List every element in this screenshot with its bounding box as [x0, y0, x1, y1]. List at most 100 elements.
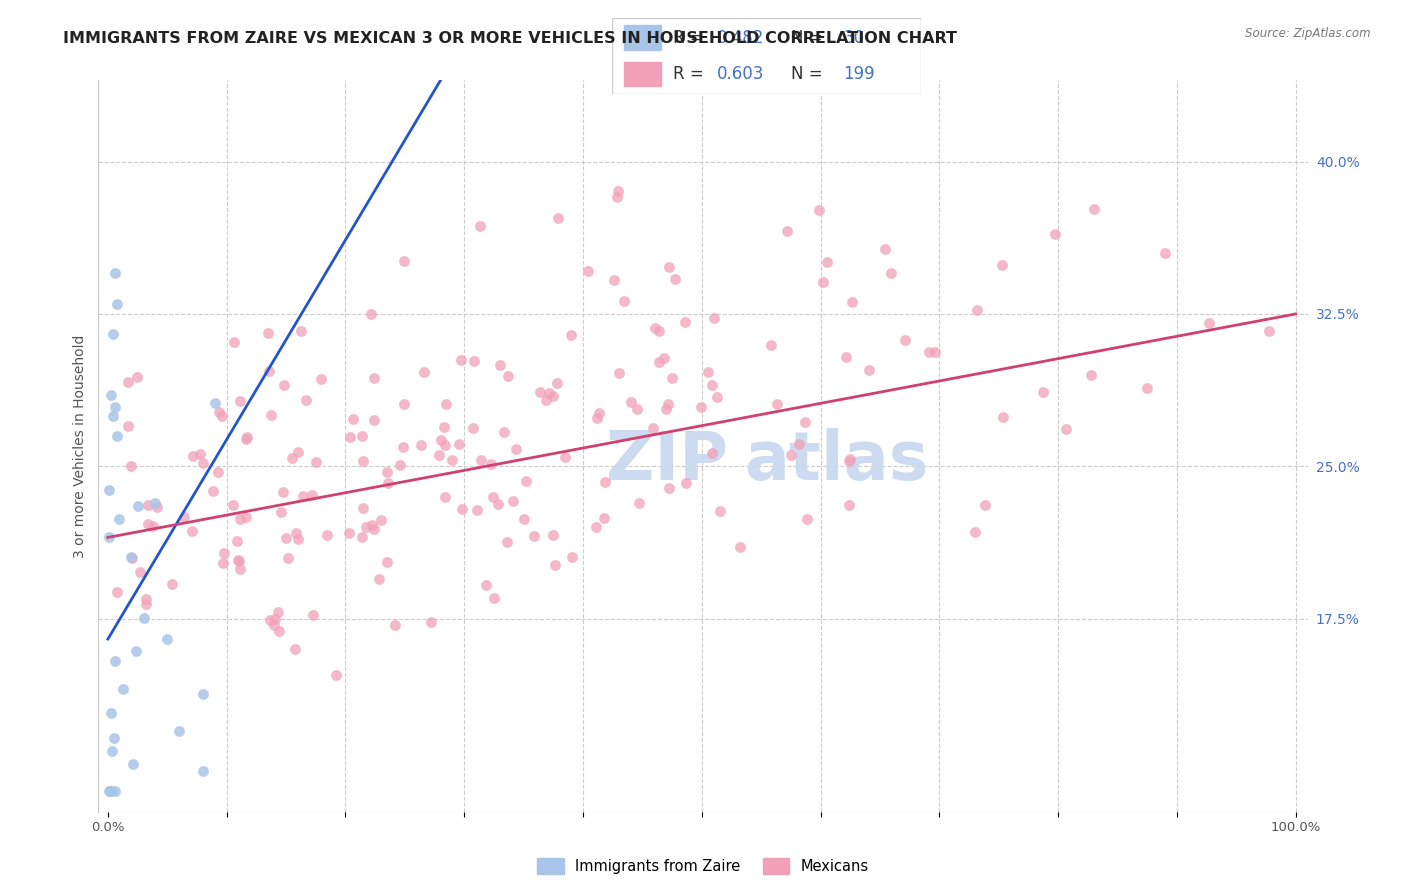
Point — [135, 597, 157, 611]
Point — [450, 353, 472, 368]
Point — [593, 475, 616, 489]
Point — [481, 457, 503, 471]
Point — [214, 546, 236, 560]
Point — [103, 655, 125, 669]
Point — [502, 493, 524, 508]
Text: R =: R = — [673, 65, 710, 83]
Point — [363, 413, 385, 427]
Point — [991, 258, 1014, 272]
Point — [354, 520, 377, 534]
Point — [523, 529, 546, 543]
Point — [486, 498, 509, 512]
Point — [112, 681, 135, 696]
Point — [352, 500, 374, 515]
Point — [434, 490, 457, 504]
Point — [363, 371, 385, 385]
Point — [287, 445, 309, 459]
Point — [470, 453, 492, 467]
Point — [765, 397, 787, 411]
Point — [97, 784, 120, 798]
Point — [484, 591, 506, 606]
Point — [673, 315, 696, 329]
Point — [554, 450, 576, 465]
Point — [256, 326, 278, 340]
Point — [167, 724, 190, 739]
Point — [496, 534, 519, 549]
Point — [236, 430, 259, 444]
Point — [235, 509, 257, 524]
Point — [675, 475, 697, 490]
Point — [271, 484, 294, 499]
Point — [107, 512, 129, 526]
Point — [121, 551, 143, 566]
Point — [644, 321, 666, 335]
Point — [339, 430, 361, 444]
Point — [657, 397, 679, 411]
Point — [728, 540, 751, 554]
FancyBboxPatch shape — [612, 18, 921, 94]
Point — [263, 617, 285, 632]
Point — [461, 421, 484, 435]
Point — [117, 419, 139, 434]
Point — [588, 406, 610, 420]
Point — [212, 556, 235, 570]
Point — [648, 355, 671, 369]
Point — [607, 184, 630, 198]
Point — [235, 432, 257, 446]
Point — [664, 271, 686, 285]
Point — [1080, 368, 1102, 383]
Point — [409, 438, 432, 452]
Point — [202, 484, 225, 499]
Point — [880, 266, 903, 280]
Point — [97, 483, 120, 497]
Point — [283, 641, 305, 656]
Point — [309, 371, 332, 385]
Point — [260, 409, 283, 423]
Point — [1045, 227, 1067, 242]
Point — [305, 455, 328, 469]
Text: 30: 30 — [844, 29, 865, 46]
Point — [541, 528, 564, 542]
Point — [191, 764, 214, 778]
Point — [918, 345, 941, 359]
Point — [505, 442, 527, 456]
Point — [228, 554, 250, 568]
Text: N =: N = — [792, 29, 828, 46]
Point — [229, 562, 252, 576]
Point — [350, 530, 373, 544]
Point — [122, 757, 145, 772]
Point — [117, 375, 139, 389]
Point — [125, 644, 148, 658]
Point — [796, 512, 818, 526]
Point — [287, 532, 309, 546]
Point — [181, 449, 204, 463]
Point — [273, 378, 295, 392]
Point — [613, 294, 636, 309]
Point — [841, 294, 863, 309]
Text: atlas: atlas — [744, 427, 928, 493]
Point — [101, 327, 124, 342]
Point — [107, 297, 129, 311]
Point — [375, 555, 398, 569]
Point — [787, 437, 810, 451]
Point — [360, 307, 382, 321]
Point — [222, 498, 245, 512]
Point — [136, 498, 159, 512]
Point — [700, 446, 723, 460]
Point — [661, 371, 683, 385]
Point — [193, 456, 215, 470]
Point — [389, 458, 412, 472]
Point — [838, 498, 860, 512]
Point — [991, 410, 1014, 425]
Bar — [624, 26, 661, 50]
Point — [515, 475, 537, 489]
Point — [652, 351, 675, 365]
Point — [103, 784, 125, 798]
Point — [655, 401, 678, 416]
Point — [259, 613, 281, 627]
Point — [342, 412, 364, 426]
Point — [607, 366, 630, 380]
Point — [290, 324, 312, 338]
Point — [648, 324, 671, 338]
Point — [534, 392, 557, 407]
